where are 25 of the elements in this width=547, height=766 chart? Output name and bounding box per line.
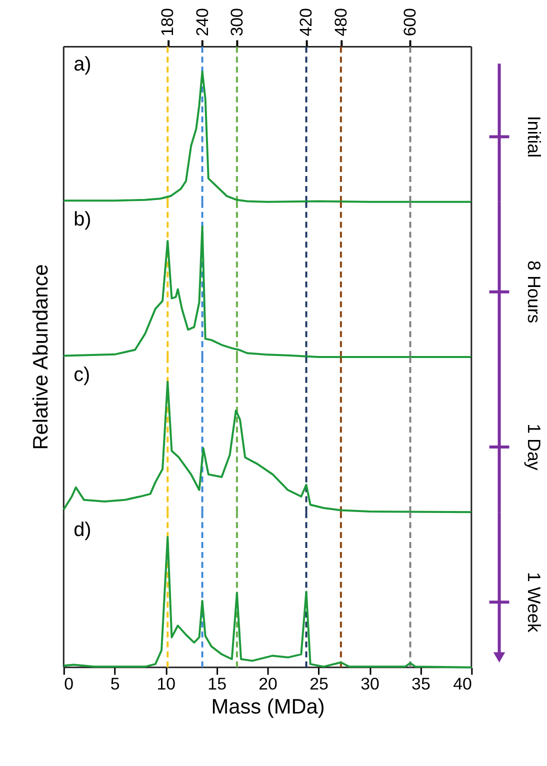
y2-axis-title: 1 Week: [524, 572, 544, 632]
x2-tick-label: 300: [227, 8, 246, 36]
x2-tick-label: 420: [296, 8, 316, 36]
x2-tick-label: 240: [192, 8, 212, 36]
x-axis-title: Mass (MDa): [211, 696, 325, 719]
x2-tick-label: 180: [158, 8, 178, 36]
x-tick-label: 5: [110, 674, 120, 694]
x-tick-label: 20: [258, 674, 278, 694]
y-axis-title: Relative Abundance: [30, 264, 53, 450]
x2-tick-label: 480: [331, 8, 350, 36]
x-tick-label: 40: [453, 674, 472, 694]
x-tick-label: 15: [208, 674, 226, 694]
annotation: b): [74, 208, 92, 231]
x-tick-label: 25: [310, 674, 328, 694]
x-tick-label: 0: [64, 674, 74, 694]
x-tick-label: 10: [156, 674, 176, 694]
x-tick-label: 35: [412, 674, 430, 694]
annotation: a): [74, 54, 92, 76]
y2-axis-title: Initial: [524, 116, 544, 158]
y2-axis-title: 8 Hours: [524, 260, 544, 324]
x2-tick-label: 600: [400, 8, 420, 36]
y2-axis-title: 1 Day: [524, 424, 544, 470]
x-tick-label: 30: [360, 674, 380, 694]
annotation: d): [74, 519, 92, 542]
annotation: c): [74, 364, 90, 386]
